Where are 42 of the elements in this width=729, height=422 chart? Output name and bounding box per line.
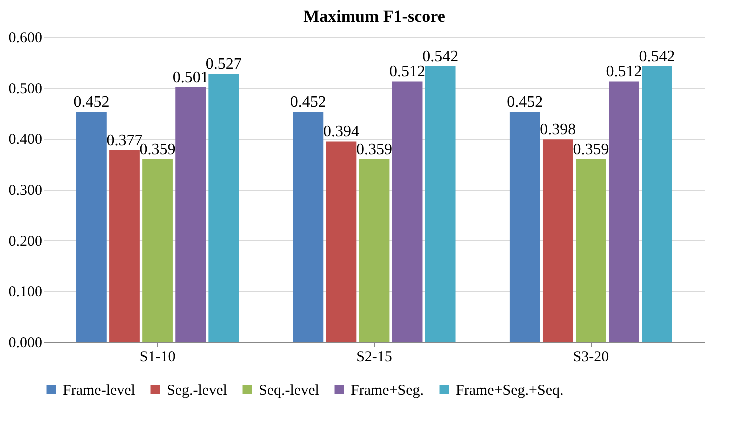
bar (609, 82, 640, 342)
data-label: 0.394 (323, 124, 360, 141)
y-tick-label: 0.600 (8, 30, 42, 46)
y-tick-label: 0.300 (8, 183, 42, 199)
data-label: 0.359 (573, 142, 610, 159)
bar (392, 82, 423, 342)
x-tick-label: S2-15 (356, 350, 392, 366)
data-label: 0.452 (74, 94, 110, 112)
bar (576, 160, 606, 342)
legend-label: Frame+Seg. (351, 382, 424, 399)
y-tick-label: 0.400 (8, 132, 42, 148)
bar (425, 66, 456, 342)
data-label: 0.398 (540, 122, 576, 139)
legend-label: Seg.-level (167, 382, 228, 399)
legend-label: Frame-level (63, 382, 136, 399)
data-label: 0.512 (390, 64, 426, 81)
y-tick-label: 0.200 (8, 234, 42, 250)
data-label: 0.452 (290, 94, 326, 112)
data-label: 0.452 (507, 94, 544, 112)
y-tick-label: 0.500 (8, 81, 42, 98)
bar (110, 150, 140, 342)
y-tick-label: 0.000 (8, 336, 42, 352)
x-tick-label: S3-20 (573, 350, 610, 366)
bar (542, 140, 574, 342)
legend-label: Frame+Seg.+Seq. (456, 382, 564, 399)
data-label: 0.542 (422, 48, 459, 66)
legend-label: Seq.-level (259, 382, 320, 399)
bar (208, 74, 240, 342)
bar (510, 112, 540, 342)
bar (326, 142, 357, 342)
chart-title: Maximum F1-score (304, 7, 446, 26)
bar (76, 112, 107, 342)
y-tick-label: 0.100 (8, 284, 42, 301)
data-label: 0.512 (606, 64, 642, 81)
data-label: 0.359 (356, 142, 392, 159)
bar (642, 66, 672, 342)
data-label: 0.542 (639, 48, 676, 66)
bar (293, 112, 324, 342)
bar (359, 160, 390, 342)
bar (176, 87, 206, 342)
x-tick-label: S1-10 (140, 350, 176, 366)
bar (142, 160, 173, 342)
